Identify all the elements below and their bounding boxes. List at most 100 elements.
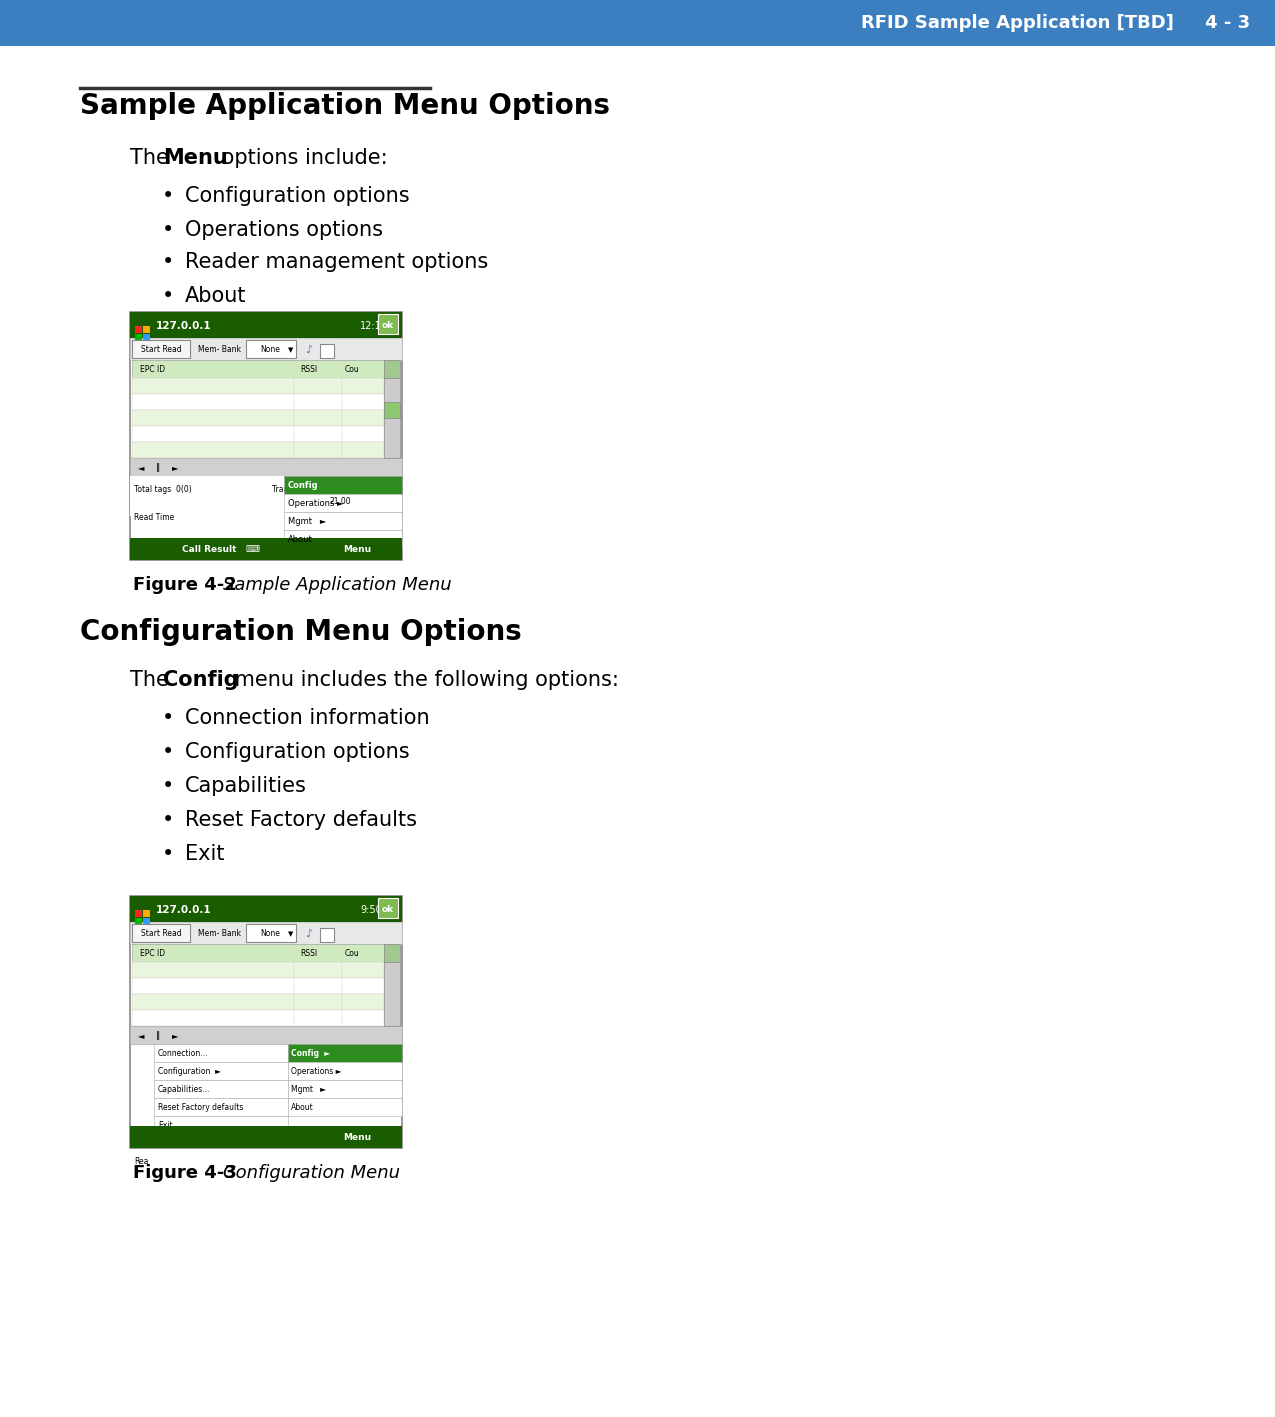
Bar: [130, 896, 402, 1148]
Text: Start Read: Start Read: [140, 346, 181, 354]
Text: Operations ►: Operations ►: [288, 500, 343, 509]
Bar: [154, 1098, 288, 1117]
Text: Capabilities...: Capabilities...: [158, 1085, 210, 1094]
Text: Exit: Exit: [158, 1121, 172, 1131]
Bar: [154, 1061, 288, 1080]
Text: 12:18: 12:18: [360, 322, 388, 332]
Text: Transmit P: Transmit P: [272, 486, 312, 495]
Text: Configuration Menu Options: Configuration Menu Options: [80, 618, 521, 646]
Bar: [384, 944, 400, 962]
Text: Reset Factory defaults: Reset Factory defaults: [185, 811, 417, 830]
Text: ▼: ▼: [288, 931, 293, 937]
Text: •: •: [162, 252, 175, 272]
Text: 9:50: 9:50: [360, 905, 381, 915]
Bar: [135, 334, 142, 341]
Bar: [384, 360, 400, 378]
Text: •: •: [162, 743, 175, 762]
Text: Figure 4-3: Figure 4-3: [133, 1163, 237, 1182]
Text: Exit: Exit: [185, 845, 224, 864]
Text: Total tags  0(0): Total tags 0(0): [134, 486, 191, 495]
Text: •: •: [162, 708, 175, 728]
Bar: [384, 378, 400, 458]
Bar: [284, 512, 402, 530]
Text: Config: Config: [288, 482, 319, 490]
Bar: [288, 1080, 402, 1098]
Text: ok: ok: [382, 905, 394, 914]
Text: Operations ►: Operations ►: [291, 1067, 342, 1077]
Bar: [143, 918, 150, 925]
Text: menu includes the following options:: menu includes the following options:: [228, 670, 618, 690]
Text: About: About: [288, 536, 312, 544]
Text: •: •: [162, 186, 175, 205]
Bar: [320, 928, 334, 942]
Bar: [284, 530, 402, 548]
Text: The: The: [130, 147, 176, 169]
Text: •: •: [162, 845, 175, 864]
Text: Menu: Menu: [343, 544, 371, 554]
Bar: [130, 1026, 402, 1044]
Bar: [133, 378, 384, 394]
Text: ok: ok: [382, 322, 394, 330]
Text: Menu: Menu: [163, 147, 228, 169]
Bar: [133, 410, 384, 427]
Bar: [133, 442, 384, 458]
Text: Tota: Tota: [134, 1142, 150, 1151]
Bar: [288, 1061, 402, 1080]
Text: ►: ►: [172, 463, 178, 472]
Text: Config: Config: [163, 670, 238, 690]
Text: 127.0.0.1: 127.0.0.1: [156, 322, 212, 332]
Bar: [143, 334, 150, 341]
Text: Menu: Menu: [343, 1132, 371, 1142]
Bar: [317, 495, 358, 510]
Text: About: About: [185, 286, 246, 306]
Bar: [130, 538, 402, 560]
Text: 127.0.0.1: 127.0.0.1: [156, 905, 212, 915]
Text: Reset Factory defaults: Reset Factory defaults: [158, 1104, 244, 1112]
Text: ♪: ♪: [305, 930, 312, 939]
Text: Call Result: Call Result: [182, 544, 236, 554]
Bar: [130, 476, 284, 516]
Text: Figure 4-2: Figure 4-2: [133, 575, 237, 594]
Bar: [133, 1010, 384, 1026]
Text: Configuration  ►: Configuration ►: [158, 1067, 221, 1077]
Bar: [130, 896, 402, 922]
Text: ▼: ▼: [288, 347, 293, 353]
Text: Rea: Rea: [134, 1158, 148, 1166]
Text: •: •: [162, 286, 175, 306]
Bar: [0, 0, 1275, 45]
Text: Mem- Bank: Mem- Bank: [198, 930, 241, 938]
Text: ⌨: ⌨: [245, 544, 259, 554]
Text: Configuration options: Configuration options: [185, 743, 409, 762]
Text: Reader management options: Reader management options: [185, 252, 488, 272]
Bar: [130, 312, 402, 339]
Text: Start Read: Start Read: [140, 930, 181, 938]
Text: Read Time: Read Time: [134, 513, 175, 523]
Bar: [154, 1044, 288, 1061]
Bar: [143, 326, 150, 333]
Text: ‖: ‖: [156, 463, 161, 472]
Bar: [246, 340, 296, 359]
Bar: [288, 1044, 402, 1061]
Bar: [133, 962, 384, 978]
Text: EPC ID: EPC ID: [140, 949, 166, 958]
Bar: [246, 924, 296, 942]
Text: Mgmt   ►: Mgmt ►: [291, 1085, 326, 1094]
Text: RFID Sample Application [TBD]     4 - 3: RFID Sample Application [TBD] 4 - 3: [861, 14, 1250, 33]
Bar: [384, 962, 400, 1026]
Bar: [133, 340, 190, 359]
Text: Operations options: Operations options: [185, 220, 382, 239]
Bar: [130, 339, 402, 360]
Text: •: •: [162, 811, 175, 830]
Text: EPC ID: EPC ID: [140, 366, 166, 374]
Text: None: None: [260, 346, 280, 354]
Text: Sample Application Menu: Sample Application Menu: [200, 575, 451, 594]
Text: Config  ►: Config ►: [291, 1050, 330, 1058]
Bar: [384, 402, 400, 418]
Text: The: The: [130, 670, 176, 690]
Bar: [133, 394, 384, 410]
Text: •: •: [162, 777, 175, 796]
Text: RSSI: RSSI: [300, 366, 317, 374]
Text: Mgmt   ►: Mgmt ►: [288, 517, 326, 527]
Bar: [133, 360, 384, 378]
Text: RSSI: RSSI: [300, 949, 317, 958]
